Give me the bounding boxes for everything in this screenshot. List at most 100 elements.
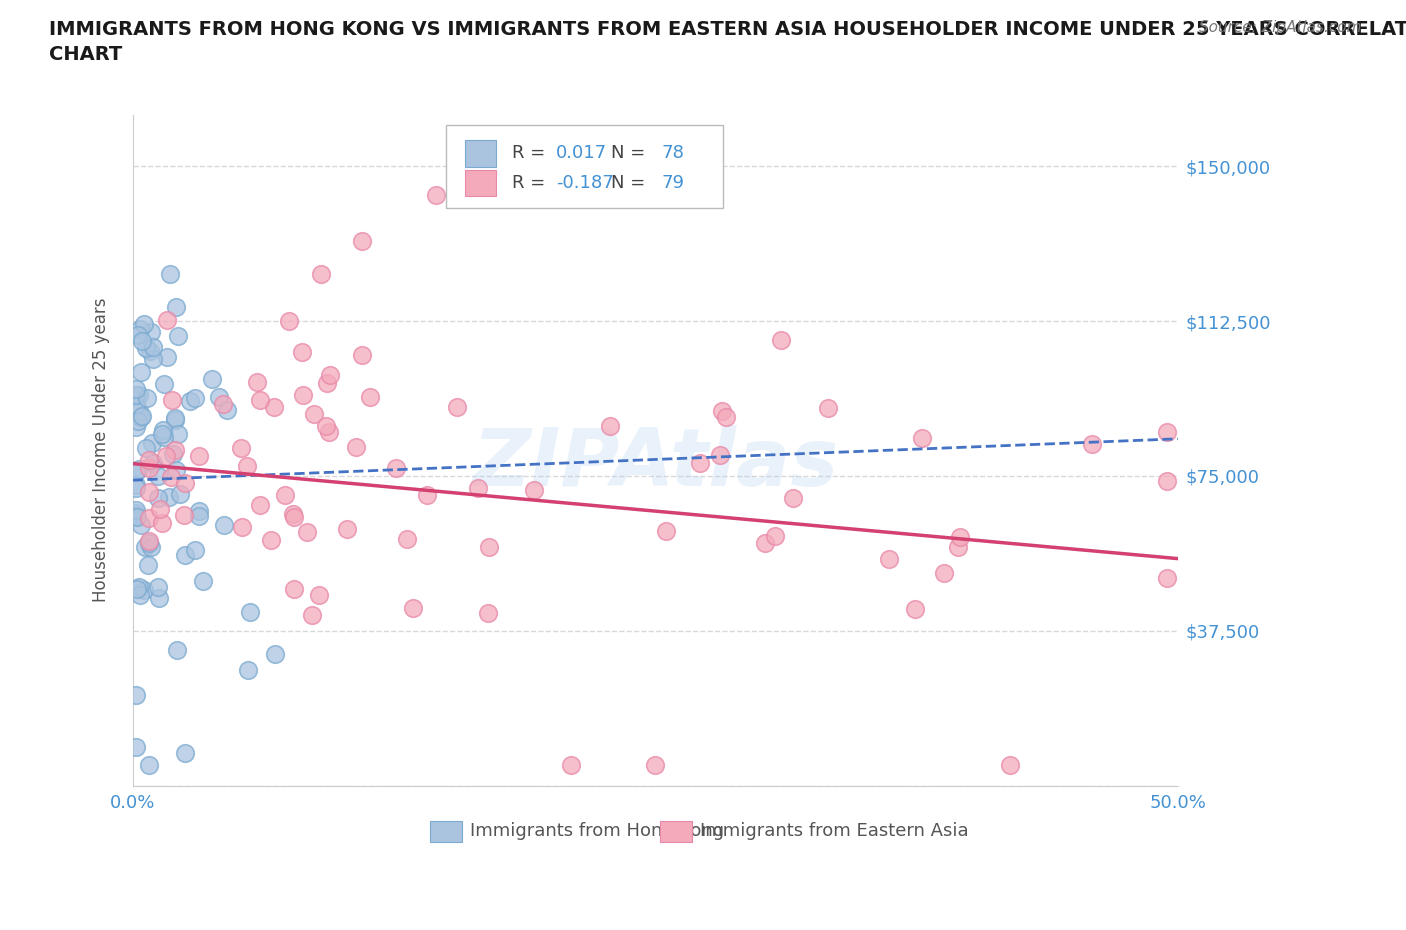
Point (135, 441, 157, 456)
Point (131, 409, 153, 424)
Point (212, 396, 235, 411)
Point (710, 404, 733, 418)
Text: N =: N = (612, 144, 651, 163)
Point (949, 529, 972, 544)
Point (128, 404, 150, 418)
Point (1156, 425, 1178, 440)
Point (315, 418, 337, 433)
Point (231, 520, 253, 535)
Point (283, 582, 305, 597)
Y-axis label: Householder Income Under 25 years: Householder Income Under 25 years (93, 298, 110, 603)
Point (141, 325, 163, 339)
Point (173, 508, 195, 523)
Point (273, 488, 295, 503)
Bar (661, 821, 692, 842)
Point (360, 390, 382, 405)
Point (125, 465, 148, 480)
Point (184, 542, 207, 557)
Point (129, 410, 152, 425)
Point (249, 498, 271, 512)
Point (138, 533, 160, 548)
Point (246, 374, 269, 389)
Point (263, 646, 285, 661)
Point (134, 582, 156, 597)
Point (163, 411, 186, 426)
Point (709, 447, 731, 462)
Point (308, 588, 330, 603)
Point (138, 511, 160, 525)
Point (138, 453, 160, 468)
Point (150, 515, 173, 530)
Point (415, 487, 437, 502)
Point (125, 506, 148, 521)
Point (157, 490, 180, 505)
Point (125, 581, 148, 596)
Point (201, 372, 224, 387)
Point (350, 347, 373, 362)
Point (336, 521, 359, 536)
Point (125, 381, 148, 396)
Point (125, 398, 148, 413)
Point (138, 536, 160, 551)
Point (148, 579, 170, 594)
Point (156, 349, 179, 364)
Point (932, 565, 955, 580)
Point (523, 483, 546, 498)
Point (467, 481, 489, 496)
Point (689, 456, 711, 471)
Point (187, 504, 209, 519)
Point (644, 758, 666, 773)
Point (149, 501, 172, 516)
Point (162, 447, 184, 462)
Point (141, 436, 163, 451)
Point (229, 441, 252, 456)
Bar (430, 821, 461, 842)
Text: R =: R = (512, 174, 551, 192)
Text: ZIPAtlas: ZIPAtlas (472, 425, 838, 502)
Point (782, 490, 804, 505)
Text: R =: R = (512, 144, 551, 163)
Point (1156, 571, 1178, 586)
Point (173, 548, 195, 563)
Point (560, 758, 582, 773)
Text: CHART: CHART (49, 45, 122, 63)
Point (208, 390, 231, 405)
Point (385, 460, 408, 475)
Point (153, 377, 176, 392)
Point (877, 551, 900, 566)
Point (141, 339, 163, 354)
Point (138, 344, 160, 359)
Point (754, 536, 776, 551)
Point (125, 481, 148, 496)
Point (166, 328, 188, 343)
Point (169, 486, 191, 501)
Point (301, 607, 323, 622)
Point (128, 588, 150, 603)
Point (283, 510, 305, 525)
Point (187, 448, 209, 463)
Point (135, 341, 157, 356)
Point (281, 506, 304, 521)
Point (162, 392, 184, 407)
Point (396, 531, 419, 546)
Point (148, 591, 170, 605)
Point (249, 392, 271, 407)
Point (131, 334, 153, 349)
Point (714, 409, 737, 424)
Point (319, 367, 342, 382)
Point (129, 322, 152, 337)
Point (128, 462, 150, 477)
Point (655, 524, 678, 538)
Text: Immigrants from Hong Kong: Immigrants from Hong Kong (470, 822, 724, 841)
Bar (465, 169, 496, 196)
Point (138, 485, 160, 499)
Point (191, 574, 214, 589)
Point (125, 503, 148, 518)
Point (127, 414, 149, 429)
Text: Immigrants from Eastern Asia: Immigrants from Eastern Asia (700, 822, 969, 841)
Point (315, 376, 337, 391)
Point (146, 491, 169, 506)
Point (599, 419, 621, 434)
Point (402, 600, 425, 615)
Point (166, 462, 188, 477)
